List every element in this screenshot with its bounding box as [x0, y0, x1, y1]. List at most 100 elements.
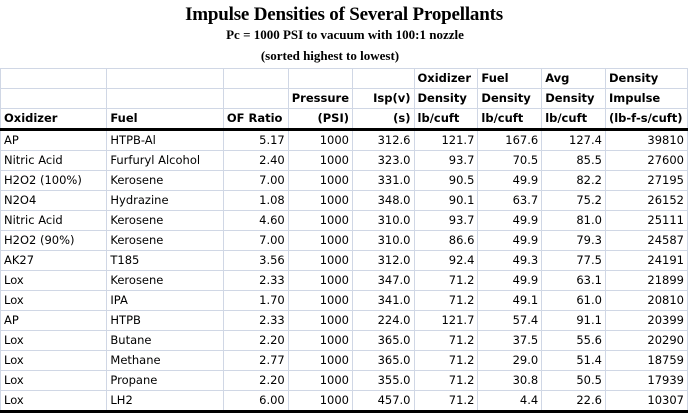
column-header: lb/cuft [477, 108, 543, 131]
table-cell: 71.2 [413, 330, 479, 351]
column-header: Fuel [106, 108, 224, 131]
table-cell: Kerosene [106, 210, 224, 231]
table-cell: 331.0 [352, 170, 415, 191]
table-cell: 90.1 [413, 190, 479, 211]
table-cell: 71.2 [413, 270, 479, 291]
table-cell: 77.5 [541, 250, 606, 271]
header-row: Oxidizer Fuel OF Ratio (PSI) (s) lb/cuft lb/cu… [0, 108, 688, 131]
table-row: N2O4 Hydrazine 1.08 1000 348.0 90.1 63.7 75.2 26… [0, 190, 688, 211]
table-row: Lox Kerosene 2.33 1000 347.0 71.2 49.9 63.1 2189… [0, 270, 688, 291]
column-header: lb/cuft [413, 108, 479, 131]
table-cell: 365.0 [352, 330, 415, 351]
table-cell: 57.4 [477, 310, 543, 331]
table-cell: H2O2 (90%) [0, 230, 108, 251]
table-cell: 3.56 [222, 250, 289, 271]
table-cell: 82.2 [541, 170, 606, 191]
table-cell: N2O4 [0, 190, 108, 211]
column-header: Density [413, 88, 479, 109]
table-cell: 55.6 [541, 330, 606, 351]
column-header: (lb-f-s/cuft) [604, 108, 688, 131]
table-row: AK27 T185 3.56 1000 312.0 92.4 49.3 77.5 24191 [0, 250, 688, 271]
table-cell: 310.0 [352, 210, 415, 231]
table-cell: 1000 [287, 370, 354, 391]
table-cell: 17939 [604, 370, 688, 391]
table-cell: 20810 [604, 290, 688, 311]
table-cell: 323.0 [352, 150, 415, 171]
table-cell: 29.0 [477, 350, 543, 371]
table-cell: Propane [106, 370, 224, 391]
table-cell: 93.7 [413, 210, 479, 231]
column-header: Isp(v) [352, 88, 415, 109]
sort-note: (sorted highest to lowest) [260, 48, 400, 63]
table-cell: 2.20 [222, 330, 289, 351]
table-cell: 26152 [604, 190, 688, 211]
table-cell: AP [0, 310, 108, 331]
table-cell: 127.4 [541, 129, 606, 151]
column-header [106, 88, 224, 109]
table-cell: 27195 [604, 170, 688, 191]
table-cell: 49.9 [477, 210, 543, 231]
column-header: (PSI) [287, 108, 354, 131]
table-cell: 1000 [287, 250, 354, 271]
table-cell: 1.08 [222, 190, 289, 211]
column-header: Density [477, 88, 543, 109]
table-cell: 49.3 [477, 250, 543, 271]
propellant-table: Oxidizer Fuel Avg Density Pressure Isp(v) Dens… [0, 68, 688, 413]
table-cell: 37.5 [477, 330, 543, 351]
table-cell: 63.7 [477, 190, 543, 211]
table-cell: 1000 [287, 330, 354, 351]
page-subtitle: Pc = 1000 PSI to vacuum with 100:1 nozzl… [226, 27, 464, 42]
column-header [106, 68, 224, 89]
table-cell: 348.0 [352, 190, 415, 211]
table-cell: 90.5 [413, 170, 479, 191]
table-cell: 2.33 [222, 310, 289, 331]
table-row: H2O2 (90%) Kerosene 7.00 1000 310.0 86.6 49.9 7… [0, 230, 688, 251]
column-header: Oxidizer [0, 108, 108, 131]
column-header: Density [541, 88, 606, 109]
table-row: Lox Propane 2.20 1000 355.0 71.2 30.8 50.5 17939 [0, 370, 688, 391]
table-cell: 6.00 [222, 390, 289, 413]
table-cell: Lox [0, 350, 108, 371]
table-row: Lox Methane 2.77 1000 365.0 71.2 29.0 51.4 18759 [0, 350, 688, 371]
table-cell: AP [0, 129, 108, 151]
table-cell: 71.2 [413, 290, 479, 311]
table-cell: 27600 [604, 150, 688, 171]
table-cell: 93.7 [413, 150, 479, 171]
table-cell: 71.2 [413, 370, 479, 391]
table-cell: 24587 [604, 230, 688, 251]
table-cell: 4.60 [222, 210, 289, 231]
table-cell: Kerosene [106, 170, 224, 191]
table-cell: Kerosene [106, 270, 224, 291]
table-cell: T185 [106, 250, 224, 271]
column-header: OF Ratio [222, 108, 289, 131]
table-cell: 49.9 [477, 270, 543, 291]
table-row: AP HTPB-Al 5.17 1000 312.6 121.7 167.6 127.4 398… [0, 129, 688, 151]
table-cell: 51.4 [541, 350, 606, 371]
table-cell: 24191 [604, 250, 688, 271]
table-row: H2O2 (100%) Kerosene 7.00 1000 331.0 90.5 49.9… [0, 170, 688, 191]
table-cell: 20399 [604, 310, 688, 331]
title-block: Impulse Densities of Several Propellants… [0, 0, 688, 68]
table-cell: 2.40 [222, 150, 289, 171]
table-cell: 85.5 [541, 150, 606, 171]
table-cell: 7.00 [222, 170, 289, 191]
table-cell: Furfuryl Alcohol [106, 150, 224, 171]
table-cell: Lox [0, 330, 108, 351]
table-cell: Lox [0, 270, 108, 291]
column-header: Density [604, 68, 688, 89]
table-cell: 25111 [604, 210, 688, 231]
table-cell: IPA [106, 290, 224, 311]
table-cell: 1000 [287, 350, 354, 371]
column-header [222, 68, 289, 89]
column-header: Avg [541, 68, 606, 89]
table-cell: 312.0 [352, 250, 415, 271]
table-cell: 18759 [604, 350, 688, 371]
table-cell: 2.77 [222, 350, 289, 371]
table-cell: 49.1 [477, 290, 543, 311]
column-header: Fuel [477, 68, 543, 89]
table-cell: 457.0 [352, 390, 415, 413]
table-cell: 1000 [287, 150, 354, 171]
table-cell: 121.7 [413, 310, 479, 331]
table-row: Nitric Acid Furfuryl Alcohol 2.40 1000 323.0… [0, 150, 688, 171]
table-cell: 167.6 [477, 129, 543, 151]
